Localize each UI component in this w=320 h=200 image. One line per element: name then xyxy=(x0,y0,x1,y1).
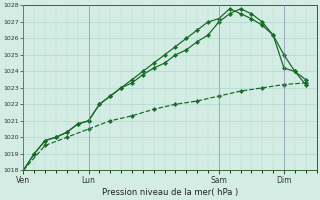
X-axis label: Pression niveau de la mer( hPa ): Pression niveau de la mer( hPa ) xyxy=(102,188,238,197)
